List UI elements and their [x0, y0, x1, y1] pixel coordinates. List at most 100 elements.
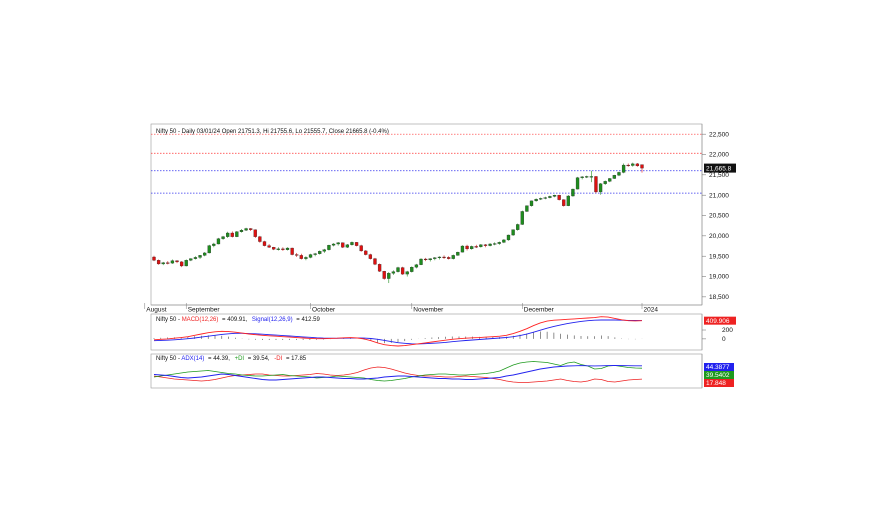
candle-body — [193, 257, 198, 259]
candle — [470, 245, 474, 250]
candle-body — [156, 260, 161, 265]
candle — [456, 251, 460, 256]
signal-label: Signal(12,26,9) — [252, 317, 293, 323]
candle — [341, 242, 345, 249]
candle — [580, 176, 584, 180]
plus-di-line — [153, 361, 643, 382]
candle-body — [423, 258, 428, 261]
pdi-value: = 39.54, — [248, 356, 270, 362]
candle — [207, 244, 211, 254]
candle-body — [529, 200, 534, 206]
candle-body — [198, 255, 202, 258]
candle — [331, 243, 336, 247]
candle — [152, 255, 156, 262]
candle-body — [419, 258, 423, 265]
candle — [465, 244, 469, 251]
candle-body — [281, 248, 285, 250]
candle-body — [189, 258, 193, 261]
candle — [608, 178, 612, 183]
candle-body — [175, 260, 179, 263]
badge-bg — [704, 371, 734, 379]
candle-body — [184, 260, 188, 267]
candle — [368, 253, 373, 260]
macd-value: = 409.91, — [222, 317, 248, 323]
candle — [451, 254, 455, 260]
candle-body — [216, 238, 221, 245]
candle-body — [511, 229, 515, 236]
candle-body — [580, 176, 584, 178]
candle-body — [566, 195, 570, 206]
candle-body — [589, 176, 594, 178]
candle-body — [221, 236, 225, 239]
y-tick-label: 20,000 — [709, 233, 729, 240]
candle-body — [226, 232, 230, 237]
candle — [493, 242, 497, 246]
badge-bg — [704, 363, 734, 371]
candle — [617, 171, 621, 177]
candle — [184, 259, 188, 267]
candle-body — [575, 177, 580, 190]
candle — [391, 270, 396, 275]
candle-body — [400, 267, 405, 275]
candle — [479, 243, 483, 248]
candle — [373, 257, 377, 266]
candle-body — [262, 241, 267, 246]
candle — [612, 174, 617, 179]
candle — [239, 228, 244, 233]
candle-body — [534, 199, 538, 202]
candle-body — [433, 257, 437, 259]
candle-body — [617, 172, 621, 176]
candle-body — [516, 224, 520, 230]
y-tick-label: 19,000 — [709, 274, 729, 281]
candle-body — [331, 243, 336, 246]
candle-body — [474, 246, 478, 248]
candle-body — [235, 231, 239, 237]
x-tick-label: August — [146, 307, 166, 314]
candle-body — [152, 256, 156, 261]
candle — [202, 252, 207, 257]
candle-body — [166, 262, 170, 264]
x-tick-label: September — [188, 307, 221, 314]
candle — [267, 243, 271, 249]
candle-body — [603, 181, 607, 184]
candle — [405, 270, 409, 277]
candle — [571, 188, 575, 197]
candle — [511, 229, 515, 236]
candle — [433, 257, 437, 261]
candle-body — [465, 245, 469, 250]
candle — [598, 182, 603, 195]
candle — [483, 243, 488, 248]
candle — [419, 258, 423, 266]
candle — [221, 235, 225, 240]
candle-body — [552, 195, 557, 197]
candle — [525, 205, 529, 212]
candle — [382, 270, 386, 280]
candle — [359, 244, 363, 252]
candle — [566, 195, 570, 207]
price-y-axis: 22,500 22,000 21,500 21,000 20,500 20,000 19,5… — [702, 131, 729, 301]
candle — [520, 210, 524, 225]
candle-body — [368, 254, 373, 259]
candle-body — [631, 163, 635, 166]
candle-body — [230, 232, 234, 237]
macd-badge: 409.906 — [704, 316, 736, 325]
candle-body — [571, 188, 575, 197]
candle — [336, 241, 340, 246]
y-tick-label: 22,000 — [709, 152, 729, 159]
candle-body — [391, 271, 396, 274]
candle-body — [267, 245, 271, 248]
candle — [189, 258, 193, 262]
candle — [502, 239, 506, 244]
candle — [400, 266, 405, 275]
candle-body — [506, 234, 511, 241]
candle — [313, 252, 317, 257]
candlestick-series — [152, 162, 644, 284]
candle-body — [313, 253, 317, 255]
mdi-value: = 17.85 — [286, 356, 307, 362]
candle-body — [437, 256, 442, 258]
candle — [156, 259, 161, 265]
price-panel-frame — [150, 123, 703, 306]
adx-panel: Nifty 50 - ADX(14) = 44.39, +DI = 39.54,… — [150, 353, 734, 389]
candle-body — [594, 176, 598, 193]
